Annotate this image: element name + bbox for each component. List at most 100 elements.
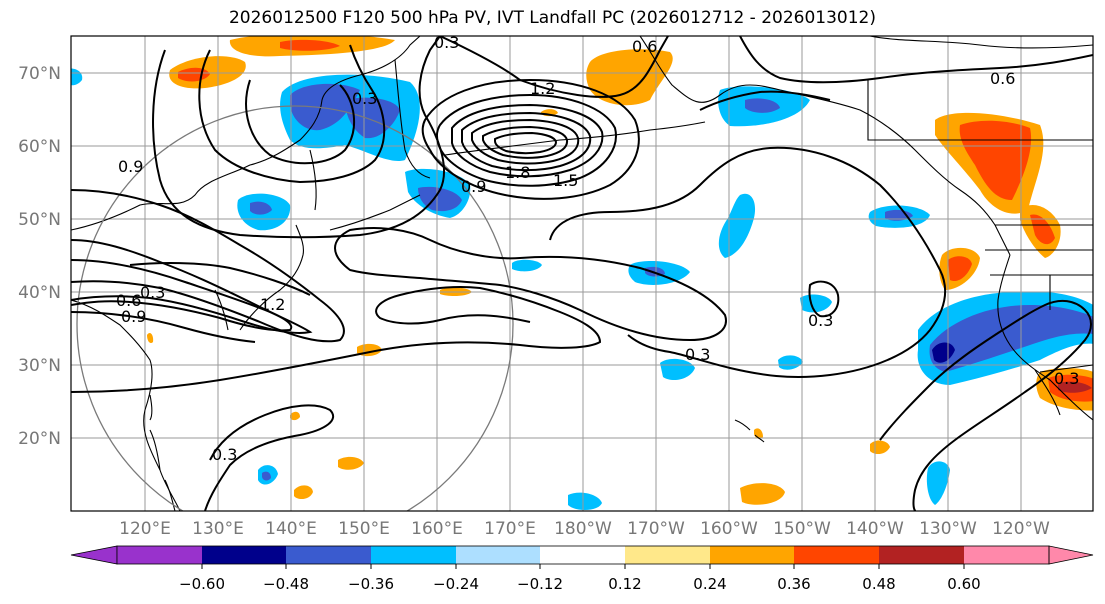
pv-contour [71,239,313,334]
pv-contour [71,286,602,393]
contour-label: 0.3 [1054,369,1079,388]
colorbar-tick-label: −0.60 [179,575,225,593]
shade-positive [1030,214,1055,245]
colorbar: −0.60 −0.48 −0.36 −0.24 −0.12 0.12 0.24 … [70,545,1094,593]
pv-contour [129,262,311,296]
colorbar-tick-label: −0.48 [263,575,309,593]
shade-positive [948,256,972,282]
pv-contour [451,103,604,178]
colorbar-segment [879,546,964,564]
border-us-mexico [1039,364,1093,373]
contour-label: 0.3 [212,445,237,464]
colorbar-segment [710,546,794,564]
pv-contour [152,36,446,239]
latitude-label: 70°N [18,64,61,84]
shade-positive [1058,381,1092,393]
pv-contour [808,280,840,318]
longitude-label: 150°W [773,519,831,539]
longitude-label: 140°E [265,519,317,539]
contour-label: 0.9 [118,157,143,176]
colorbar-segment [286,546,371,564]
shade-negative [932,342,955,363]
colorbar-extend-low [70,545,118,565]
pv-contour [739,36,1093,84]
coastline-aleutians [444,121,706,156]
contour-label: 0.6 [116,291,141,310]
shade-positive [740,483,785,505]
shade-negative [345,97,400,139]
longitude-labels: 120°E 130°E 140°E 150°E 160°E 170°E 180°… [119,519,1050,539]
contour-label: 1.2 [530,79,555,98]
coastline-taiwan [149,394,153,421]
colorbar-segment [456,546,540,564]
shaded-fields [71,36,1093,511]
longitude-label: 170°W [627,519,685,539]
contour-label: 1.2 [260,295,285,314]
coastline-kuril [329,194,421,231]
contour-label: 0.3 [808,311,833,330]
pv-contour [71,189,345,343]
colorbar-segment [964,546,1049,564]
pv-contour [435,93,617,187]
pv-contour [549,146,947,379]
pv-contour [482,125,569,159]
latitude-label: 40°N [18,283,61,303]
pv-contour [198,44,386,184]
colorbar-segment [202,546,286,564]
colorbar-segment [794,546,879,564]
shade-negative [568,492,602,511]
pv-contour [461,111,592,172]
longitude-label: 120°E [119,519,171,539]
colorbar-segment [625,546,710,564]
latitude-label: 50°N [18,210,61,230]
pv-contour [421,78,640,200]
longitude-label: 160°W [700,519,758,539]
latitude-labels: 70°N 60°N 50°N 40°N 30°N 20°N [18,64,61,449]
pv-contour [71,259,293,332]
contour-label: 0.3 [140,283,165,302]
coastline-alaska [639,36,1011,256]
pv-contours [71,36,1093,511]
shade-positive [294,485,313,500]
latitude-label: 20°N [18,429,61,449]
longitude-label: 160°E [411,519,463,539]
map-border [70,35,1094,512]
contour-label: 0.3 [685,345,710,364]
shade-positive [338,456,364,470]
pv-contour [71,311,256,343]
contour-label: 0.6 [990,69,1015,88]
colorbar-extend-high [1048,545,1094,565]
contour-label: 0.3 [352,89,377,108]
shade-positive [280,39,340,51]
longitude-label: 150°E [338,519,390,539]
longitude-label: 120°W [992,519,1050,539]
colorbar-tick-label: −0.36 [348,575,394,593]
colorbar-tick-label: −0.24 [433,575,479,593]
coastline-sakhalin [309,149,317,211]
coastline-kamchatka [394,59,431,179]
coastline-westus [997,254,1093,421]
longitude-label: 170°E [484,519,536,539]
shade-negative [512,259,542,272]
contour-label: 0.3 [434,33,459,52]
border-canada-us [867,80,1093,141]
shade-positive [147,332,154,344]
colorbar-segment [117,546,202,564]
pv-contour [494,131,558,155]
pv-contour [471,118,580,165]
pv-contour [245,79,356,165]
contour-label: 0.9 [461,177,486,196]
longitude-label: 140°W [846,519,904,539]
pv-contour [439,36,669,98]
longitude-label: 130°E [192,519,244,539]
shade-negative [800,294,832,313]
pv-contour [699,90,831,111]
colorbar-tick-label: 0.12 [608,575,641,593]
coastline-baja [1034,369,1061,416]
shade-negative [926,461,950,505]
pv-contour [879,299,1092,511]
colorbar-tick-label: 0.36 [777,575,810,593]
pv-contour [334,227,727,342]
colorbar-tick-label: 0.60 [947,575,980,593]
